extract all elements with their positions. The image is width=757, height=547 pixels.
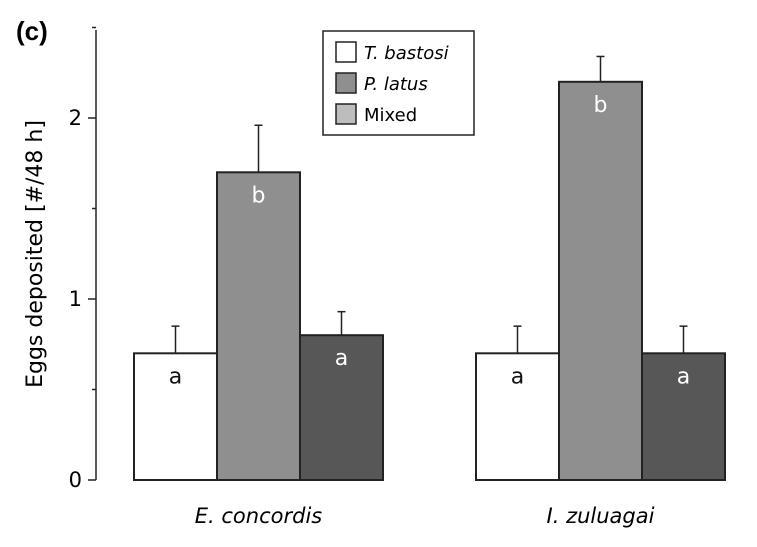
y-tick-label-0: 0: [69, 468, 82, 492]
category-label-0: E. concordis: [195, 504, 323, 528]
y-axis-label: Eggs deposited [#/48 h]: [23, 120, 48, 388]
y-tick-label-1: 1: [69, 287, 82, 311]
category-label-1: I. zuluagai: [547, 504, 655, 528]
bar-0-1: [216, 171, 301, 482]
bar-1-0: [475, 352, 560, 481]
bar-letter-1-1: b: [594, 93, 608, 118]
bar-letter-0-0: a: [169, 364, 182, 389]
legend-swatch-2: [335, 103, 357, 125]
bar-1-2: [641, 352, 726, 481]
bar-letter-1-0: a: [511, 364, 524, 389]
bar-letter-0-2: a: [335, 346, 348, 371]
panel-label: (c): [16, 16, 48, 46]
y-tick-label-2: 2: [69, 106, 82, 130]
bar-letter-0-1: b: [252, 183, 266, 208]
bar-1-1: [558, 80, 643, 482]
legend-swatch-1: [335, 72, 357, 94]
bar-0-2: [299, 334, 384, 482]
bar-letter-1-2: a: [677, 364, 690, 389]
legend-label-2: Mixed: [364, 105, 417, 126]
legend-label-0: T. bastosi: [364, 43, 449, 64]
legend-swatch-0: [335, 41, 357, 63]
legend-label-1: P. latus: [364, 74, 428, 95]
